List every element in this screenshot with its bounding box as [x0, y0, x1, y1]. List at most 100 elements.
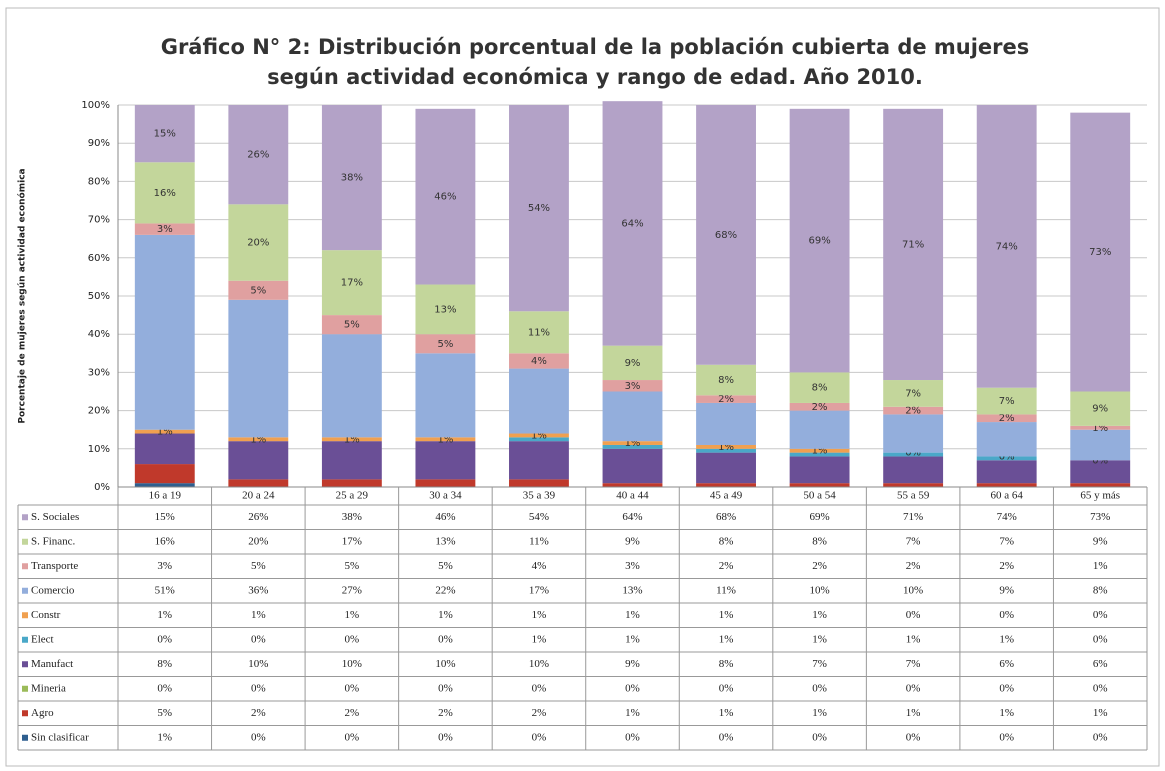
table-cell: 0%: [625, 731, 640, 743]
legend-label: Transporte: [31, 560, 78, 572]
bar-segment: [789, 483, 850, 487]
table-cell: 17%: [529, 584, 549, 596]
legend-label: Agro: [31, 707, 54, 719]
bar-segment: [696, 483, 756, 487]
data-label: 8%: [718, 375, 734, 386]
bar-segment: [789, 402, 850, 411]
table-cell: 11%: [716, 584, 736, 596]
bar-segment: [415, 441, 476, 480]
bar-segment: [976, 456, 1037, 461]
table-cell: 7%: [812, 658, 827, 670]
table-cell: 5%: [251, 560, 266, 572]
bar-segment: [883, 483, 944, 487]
bar-segment: [602, 391, 663, 442]
bar-segment: [1070, 425, 1131, 430]
bar-segment: [789, 372, 850, 403]
bar-segment: [696, 364, 756, 396]
table-cell: 2%: [438, 707, 453, 719]
data-label: 1%: [437, 434, 453, 445]
legend-label: Mineria: [31, 682, 66, 694]
bar-segment: [789, 410, 850, 449]
bar-segment: [509, 105, 569, 312]
table-cell: 64%: [622, 511, 642, 523]
bar-segment: [976, 483, 1037, 487]
bar-segment: [602, 101, 663, 346]
table-cell: 22%: [435, 584, 455, 596]
bar-segment: [509, 433, 569, 438]
chart-title: según actividad económica y rango de eda…: [267, 65, 923, 89]
table-cell: 51%: [155, 584, 175, 596]
data-label: 69%: [808, 236, 830, 247]
table-cell: 0%: [251, 731, 266, 743]
bar-segment: [321, 105, 382, 251]
legend-key: [22, 734, 28, 741]
table-cell: 13%: [622, 584, 642, 596]
x-tick-label: 60 a 64: [990, 490, 1023, 502]
table-cell: 0%: [438, 633, 453, 645]
legend-key: [22, 538, 28, 545]
y-tick-label: 80%: [88, 176, 110, 187]
bar-segment: [789, 456, 850, 484]
bar-segment: [883, 406, 944, 415]
data-label: 1%: [625, 438, 641, 449]
table-cell: 0%: [532, 731, 547, 743]
table-cell: 9%: [625, 658, 640, 670]
table-cell: 0%: [251, 682, 266, 694]
data-label: 38%: [341, 173, 363, 184]
legend-key: [22, 514, 28, 521]
table-cell: 2%: [812, 560, 827, 572]
y-tick-label: 30%: [88, 367, 110, 378]
table-cell: 71%: [903, 511, 923, 523]
table-cell: 6%: [999, 658, 1014, 670]
data-label: 5%: [437, 339, 453, 350]
x-tick-label: 50 a 54: [803, 490, 836, 502]
data-label: 26%: [247, 150, 269, 161]
table-cell: 69%: [810, 511, 830, 523]
table-cell: 0%: [532, 682, 547, 694]
data-label: 5%: [344, 320, 360, 331]
table-cell: 11%: [529, 535, 549, 547]
table-cell: 8%: [719, 535, 734, 547]
table-cell: 10%: [529, 658, 549, 670]
x-tick-label: 45 a 49: [710, 490, 743, 502]
table-cell: 15%: [155, 511, 175, 523]
legend-key: [22, 587, 28, 594]
data-label: 20%: [247, 238, 269, 249]
table-cell: 9%: [999, 584, 1014, 596]
bar-segment: [321, 479, 382, 487]
table-cell: 3%: [625, 560, 640, 572]
bar-segment: [228, 437, 289, 442]
table-cell: 0%: [438, 682, 453, 694]
data-label: 64%: [621, 218, 643, 229]
bar-segment: [321, 315, 382, 335]
x-tick-label: 16 a 19: [149, 490, 182, 502]
bar-segment: [883, 456, 944, 484]
bar-segment: [1070, 483, 1131, 487]
bar-segment: [228, 299, 289, 438]
y-tick-label: 0%: [94, 482, 110, 493]
y-tick-label: 90%: [88, 138, 110, 149]
data-label: 2%: [905, 406, 921, 417]
data-label: 3%: [157, 224, 173, 235]
bar-segment: [509, 437, 569, 442]
bar-segment: [789, 448, 850, 453]
bar-segment: [509, 441, 569, 480]
data-label: 68%: [715, 230, 737, 241]
bar-segment: [789, 108, 850, 373]
data-label: 1%: [157, 427, 173, 438]
data-label: 46%: [434, 192, 456, 203]
table-cell: 10%: [435, 658, 455, 670]
table-cell: 9%: [625, 535, 640, 547]
table-cell: 5%: [345, 560, 360, 572]
bar-segment: [415, 284, 476, 335]
bar-segment: [602, 345, 663, 381]
bar-segment: [696, 448, 756, 453]
table-cell: 74%: [997, 511, 1017, 523]
bar-segment: [509, 368, 569, 434]
bar-segment: [415, 334, 476, 354]
bar-segment: [976, 105, 1037, 388]
bar-segment: [976, 387, 1037, 415]
table-cell: 1%: [812, 609, 827, 621]
data-label: 16%: [154, 188, 176, 199]
